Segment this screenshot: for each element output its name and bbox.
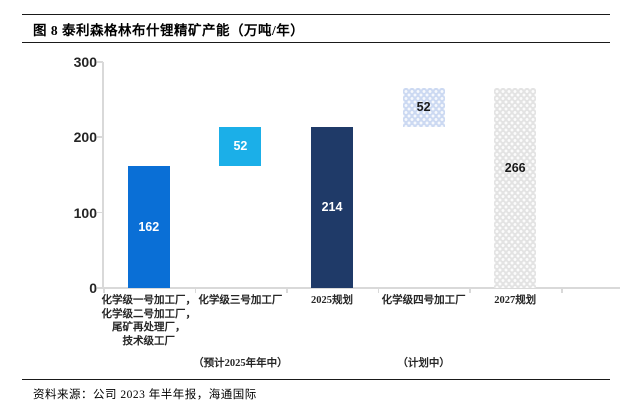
footer-divider [22, 379, 610, 380]
y-axis-tick [97, 211, 103, 214]
category-label: 化学级三号加工厂 [183, 294, 297, 308]
bar-2: 52 [219, 126, 262, 166]
y-axis-tick [97, 287, 103, 289]
bar-value-label: 266 [504, 160, 526, 175]
bar-value-label: 52 [416, 100, 431, 115]
figure-title: 图 8 泰利森格林布什锂精矿产能（万吨/年） [33, 23, 305, 38]
category-note: （预计2025年年中） [193, 358, 288, 369]
bar-value-label: 162 [138, 219, 160, 234]
x-axis-tick [194, 288, 197, 293]
x-axis-tick [469, 288, 471, 293]
y-axis-tick-label: 0 [89, 280, 97, 296]
bar-value-label: 214 [321, 200, 343, 215]
y-axis-line [102, 62, 104, 288]
source-note: 资料来源：公司 2023 年半年报，海通国际 [33, 389, 257, 401]
y-axis-tick-label: 100 [73, 204, 97, 221]
bar-3: 214 [311, 126, 353, 288]
category-label-line: 技术级工厂 [122, 335, 176, 347]
category-label-line: 尾矿再处理厂， [112, 322, 186, 333]
y-axis-tick-label: 200 [73, 129, 97, 146]
category-label: 2027规划 [458, 294, 572, 308]
y-axis-tick-label: 300 [73, 54, 97, 70]
category-note: （计划中） [397, 358, 450, 369]
category-label-line: 化学级一号加工厂， [101, 295, 197, 306]
bar-value-label: 52 [233, 139, 248, 154]
y-axis-tick [97, 61, 103, 63]
category-label: 化学级一号加工厂， 化学级二号加工厂， 尾矿再处理厂， 技术级工厂 [92, 294, 206, 348]
x-axis-tick [377, 288, 380, 293]
bar-chart: 0 100 200 300 162 化学级一号加工厂， 化学级二号加工厂， 尾矿再处理厂， 技术… [73, 54, 620, 369]
bar-1: 162 [127, 165, 170, 288]
title-divider [22, 42, 610, 43]
x-axis-tick [286, 288, 288, 293]
category-label-line: 2025规划 [311, 295, 353, 306]
category-label: 2025规划 [275, 294, 389, 308]
bar-4: 52 [402, 87, 445, 127]
category-label: 化学级四号加工厂 [367, 294, 481, 308]
category-label-line: 化学级四号加工厂 [381, 295, 466, 306]
y-axis-tick [97, 136, 103, 138]
category-label-line: 2027规划 [494, 295, 537, 306]
x-axis-tick [561, 288, 563, 293]
category-label-line: 化学级二号加工厂， [101, 308, 197, 320]
x-axis-line [100, 287, 620, 289]
x-axis-tick [103, 288, 105, 293]
bar-5: 266 [494, 87, 537, 288]
top-divider [22, 14, 610, 15]
category-label-line: 化学级三号加工厂 [198, 295, 283, 306]
